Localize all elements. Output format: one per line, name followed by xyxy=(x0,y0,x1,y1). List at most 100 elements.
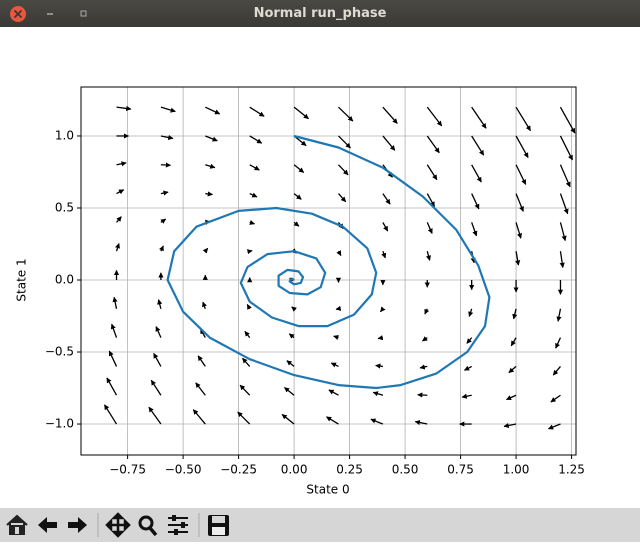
quiver-arrow xyxy=(245,331,250,337)
quiver-arrow xyxy=(371,419,383,424)
quiver-arrow xyxy=(334,336,339,337)
y-tick-label: 0.5 xyxy=(55,200,74,214)
quiver-arrow xyxy=(240,385,250,395)
configure-button[interactable] xyxy=(168,515,188,535)
window-title: Normal run_phase xyxy=(0,6,640,21)
quiver-arrow xyxy=(511,338,516,346)
quiver-arrow xyxy=(338,107,352,121)
quiver-arrow xyxy=(551,395,561,402)
quiver-arrow xyxy=(196,383,206,395)
quiver-arrow xyxy=(376,365,383,366)
quiver-arrow xyxy=(250,136,262,143)
quiver-arrow xyxy=(282,414,294,424)
quiver-arrow xyxy=(250,222,255,223)
quiver-arrow xyxy=(427,136,439,153)
quiver-arrow xyxy=(326,417,338,424)
quiver-arrow xyxy=(420,366,427,367)
quiver-arrow xyxy=(289,334,294,338)
quiver-arrow xyxy=(338,136,350,148)
y-tick-label: 1.0 xyxy=(55,128,74,142)
quiver-arrow xyxy=(427,165,437,180)
quiver-arrow xyxy=(383,222,388,231)
quiver-arrow xyxy=(338,251,340,255)
quiver-arrow xyxy=(560,194,567,214)
quiver-arrow xyxy=(383,136,395,150)
y-axis-label: State 1 xyxy=(15,258,29,301)
quiver-arrow xyxy=(205,248,207,251)
x-tick-label: 1.25 xyxy=(558,463,585,477)
quiver-arrow xyxy=(151,380,161,395)
quiver-arrow xyxy=(373,392,383,395)
x-tick-label: 0.50 xyxy=(392,463,419,477)
quiver-arrow xyxy=(516,107,530,131)
quiver-arrow xyxy=(294,222,299,226)
quiver-arrow xyxy=(205,136,217,141)
quiver-arrow xyxy=(427,251,429,260)
quiver-arrow xyxy=(425,309,427,314)
quiver-arrow xyxy=(161,107,175,111)
quiver-arrow xyxy=(161,246,163,251)
back-button[interactable] xyxy=(38,517,57,533)
x-tick-label: −0.25 xyxy=(220,463,257,477)
quiver-arrow xyxy=(338,194,345,202)
x-tick-label: 0.25 xyxy=(336,463,363,477)
quiver-arrow xyxy=(560,165,570,187)
zoom-button[interactable] xyxy=(140,517,156,535)
quiver-arrow xyxy=(107,378,117,395)
quiver-arrow xyxy=(329,390,339,395)
quiver-arrow xyxy=(560,107,574,133)
quiver-arrow xyxy=(556,338,561,349)
quiver-arrow xyxy=(338,165,348,175)
quiver-arrow xyxy=(467,338,472,344)
y-tick-label: 0.0 xyxy=(55,273,74,287)
quiver-arrow xyxy=(558,309,560,321)
quiver-arrow xyxy=(427,107,441,126)
forward-button[interactable] xyxy=(68,517,87,533)
quiver-arrow xyxy=(149,407,161,424)
x-tick-label: −0.50 xyxy=(165,463,202,477)
quiver-arrow xyxy=(109,351,116,366)
home-button[interactable] xyxy=(7,516,27,534)
plot-frame xyxy=(81,87,576,455)
save-button[interactable] xyxy=(208,515,229,536)
quiver-arrow xyxy=(117,190,124,194)
toolbar xyxy=(0,508,640,542)
toolbar-icons xyxy=(0,508,640,542)
quiver-arrow xyxy=(553,366,560,375)
quiver-arrow xyxy=(422,338,427,341)
y-tick-label: −1.0 xyxy=(45,417,74,431)
quiver-arrow xyxy=(112,324,117,337)
quiver-arrow xyxy=(472,165,482,182)
quiver-arrow xyxy=(117,217,122,223)
pan-button[interactable] xyxy=(107,514,129,536)
x-tick-label: −0.75 xyxy=(109,463,146,477)
quiver-arrow xyxy=(105,405,117,424)
quiver-arrow xyxy=(427,222,432,233)
quiver-arrow xyxy=(560,136,572,160)
quiver-arrow xyxy=(161,192,168,193)
quiver-arrow xyxy=(331,363,338,366)
quiver-arrow xyxy=(516,222,521,238)
x-tick-label: 0.00 xyxy=(281,463,308,477)
quiver-arrow xyxy=(238,412,250,424)
quiver-arrow xyxy=(469,309,471,317)
quiver-arrow xyxy=(383,107,397,123)
quiver-arrow xyxy=(294,194,301,200)
quiver-arrow xyxy=(203,302,205,309)
x-tick-label: 1.00 xyxy=(503,463,530,477)
quiver-arrow xyxy=(509,366,516,372)
quiver-arrow xyxy=(250,107,264,116)
quiver-arrow xyxy=(114,297,116,309)
quiver-arrow xyxy=(284,388,294,396)
quiver-arrow xyxy=(516,194,523,212)
quiver-arrow xyxy=(294,165,304,173)
quiver-arrow xyxy=(462,395,472,397)
title-bar: Normal run_phase xyxy=(0,0,640,27)
quiver-arrow xyxy=(205,194,212,195)
quiver-arrow xyxy=(378,338,383,339)
quiver-arrow xyxy=(198,356,205,367)
quiver-arrow xyxy=(154,353,161,366)
quiver-arrow xyxy=(117,107,131,109)
